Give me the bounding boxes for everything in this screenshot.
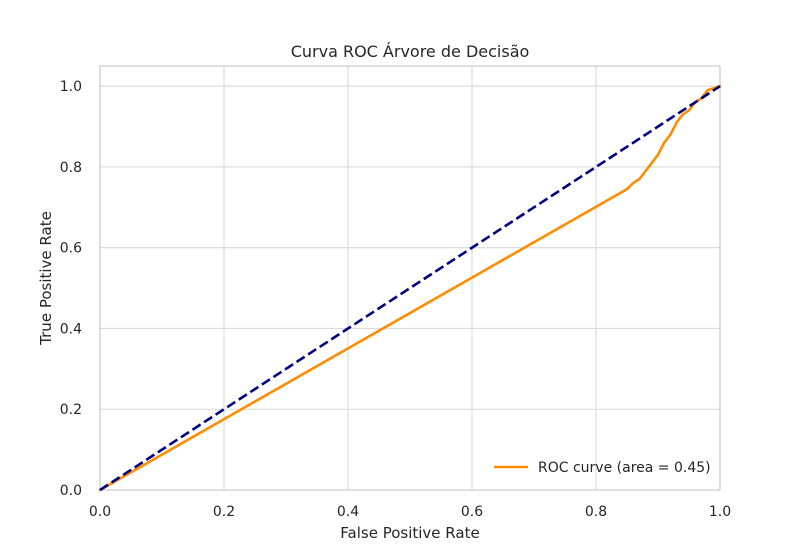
y-axis-label: True Positive Rate <box>37 211 55 346</box>
y-tick-label: 0.4 <box>60 321 82 337</box>
x-tick-label: 0.4 <box>337 504 359 520</box>
roc-curve-line <box>98 84 722 492</box>
x-tick-label: 0.0 <box>89 504 111 520</box>
x-tick-label: 1.0 <box>709 504 731 520</box>
y-tick-label: 1.0 <box>60 79 82 95</box>
x-axis-label: False Positive Rate <box>340 524 479 542</box>
x-tick-label: 0.8 <box>585 504 607 520</box>
x-tick-label: 0.6 <box>461 504 483 520</box>
y-tick-label: 0.2 <box>60 402 82 418</box>
legend: ROC curve (area = 0.45) <box>494 460 711 476</box>
x-tick-label: 0.2 <box>213 504 235 520</box>
y-tick-label: 0.8 <box>60 160 82 176</box>
chart-title: Curva ROC Árvore de Decisão <box>291 42 530 61</box>
chance-diagonal-line <box>99 85 721 492</box>
y-tick-label: 0.0 <box>60 483 82 499</box>
legend-label-roc: ROC curve (area = 0.45) <box>538 460 711 476</box>
y-tick-label: 0.6 <box>60 241 82 257</box>
plot-frame <box>99 65 721 491</box>
